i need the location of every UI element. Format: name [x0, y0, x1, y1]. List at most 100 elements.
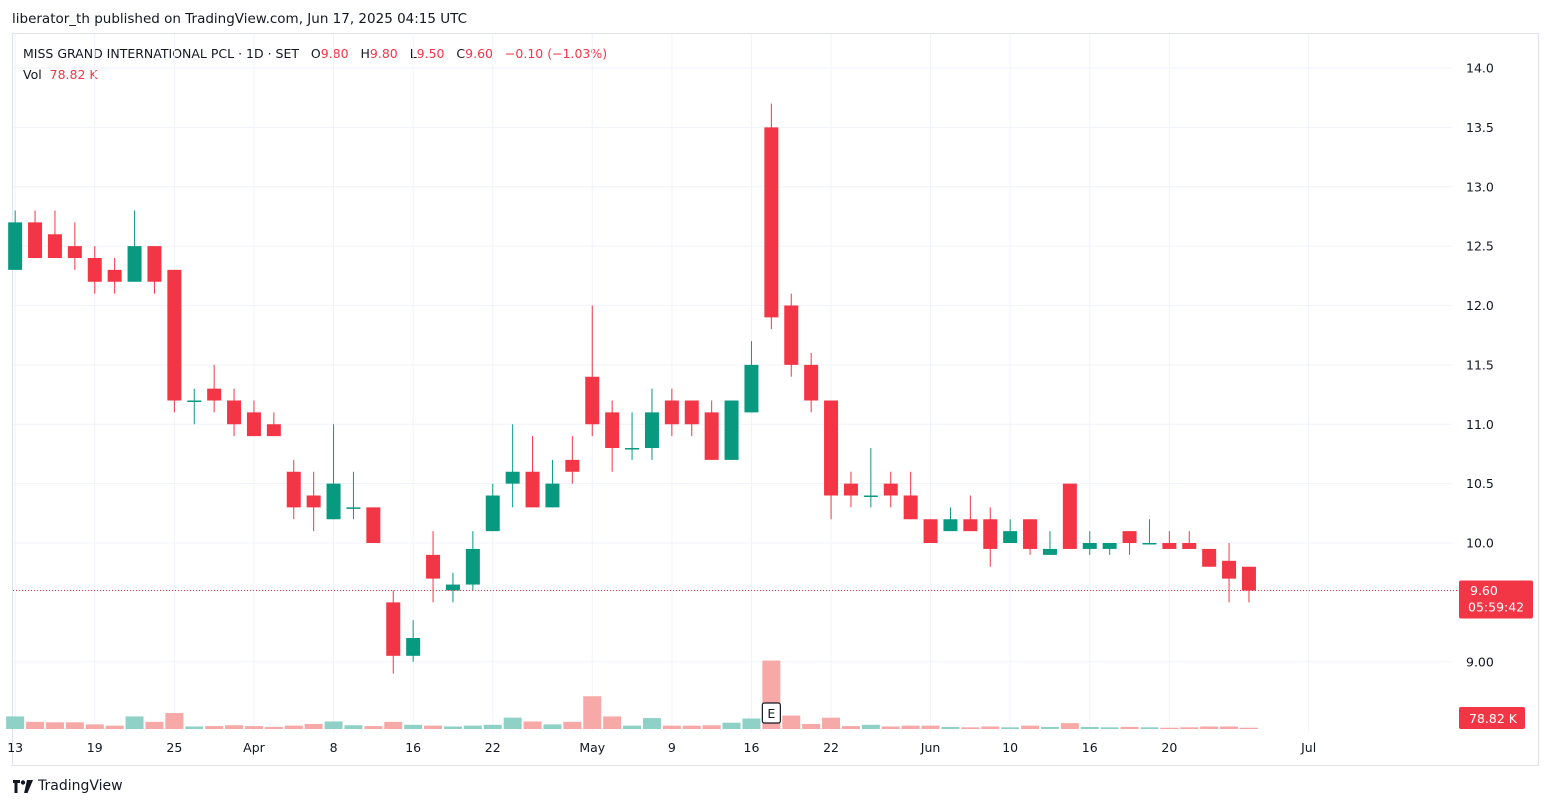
price-tick-label: 11.0 [1466, 417, 1494, 432]
price-tick-label: 14.0 [1466, 61, 1494, 76]
volume-bar [1140, 727, 1159, 729]
time-tick-label: 25 [166, 740, 182, 755]
volume-bar [981, 726, 1000, 729]
candle-body [406, 638, 421, 656]
bar-countdown: 05:59:42 [1468, 600, 1524, 615]
volume-bar [861, 724, 880, 729]
volume-bar [65, 722, 84, 729]
volume-bar [503, 717, 522, 729]
time-tick-label: 22 [485, 740, 501, 755]
volume-bar [384, 721, 403, 729]
price-tick-label: 9.00 [1466, 654, 1494, 669]
candle-body [804, 364, 819, 401]
grid [13, 34, 1452, 732]
last-price-value: 9.60 [1470, 583, 1498, 598]
volume-bar [205, 726, 224, 729]
time-tick-label: Jul [1300, 740, 1316, 755]
volume-bar [1160, 727, 1179, 729]
candle-body [107, 269, 122, 282]
candle-body [286, 471, 301, 508]
volume-tag-value: 78.82 K [1469, 711, 1518, 726]
volume-bar [682, 725, 701, 729]
price-tick-label: 12.5 [1466, 239, 1494, 254]
volume-value: 78.82 K [49, 67, 98, 82]
candle-body [187, 400, 202, 402]
volume-bar [85, 724, 104, 729]
candle-body [445, 584, 460, 591]
earnings-marker[interactable]: E [761, 702, 781, 724]
time-tick-label: Jun [920, 740, 941, 755]
volume-bar [742, 718, 761, 729]
candle-body [28, 222, 43, 258]
last-price-tag-bg [1459, 580, 1533, 619]
candle-body [784, 305, 799, 365]
earnings-marker-box[interactable] [761, 702, 781, 724]
price-tick-label: 12.0 [1466, 298, 1494, 313]
volume-bar [125, 716, 144, 729]
close-value: 9.60 [465, 46, 493, 61]
candle-body [764, 127, 779, 318]
volume-bar [802, 723, 821, 729]
volume-bar [404, 724, 423, 729]
high-value: 9.80 [369, 46, 398, 61]
volume-bar [45, 722, 64, 729]
candle-body [386, 602, 401, 656]
candle-body [724, 400, 739, 460]
candle-body [1122, 531, 1137, 543]
candle-body [1241, 566, 1256, 591]
volume-bar [662, 725, 681, 729]
volume-bar [1040, 726, 1059, 729]
candle-body [465, 548, 480, 585]
tradingview-logo[interactable]: TradingView [13, 778, 123, 794]
volume-bar [1080, 726, 1099, 729]
time-axis[interactable]: 13 19 25 Apr 8 16 22 May 9 16 22 Jun 10 16 20 Jul [7, 740, 1316, 755]
candle-body [47, 234, 62, 258]
volume-bar [881, 726, 900, 729]
change-value: −0.10 (−1.03%) [504, 46, 608, 61]
candle-body [684, 400, 699, 425]
symbol-legend: MISS GRAND INTERNATIONAL PCL · 1D · SET … [23, 46, 607, 61]
candle-body [824, 400, 839, 496]
candle-body [147, 246, 162, 282]
time-tick-label: 9 [668, 740, 676, 755]
volume-bar [642, 718, 661, 729]
volume-label: Vol [23, 67, 42, 82]
tradingview-brand: TradingView [38, 778, 123, 794]
volume-bar [483, 724, 502, 729]
price-axis[interactable]: 14.0 13.5 13.0 12.5 12.0 11.5 11.0 10.5 10.0 9.00 [1466, 61, 1494, 670]
volume-bar [563, 721, 582, 729]
volume-bar [841, 726, 860, 729]
volume-bar [1060, 723, 1079, 729]
price-tick-label: 13.0 [1466, 179, 1494, 194]
candle-body [8, 222, 23, 270]
candle-body [306, 495, 321, 508]
time-tick-label: 13 [7, 740, 23, 755]
time-tick-label: 8 [330, 740, 338, 755]
price-tick-label: 11.5 [1466, 357, 1494, 372]
candle-body [1062, 483, 1077, 549]
volume-bar [304, 723, 323, 729]
candle-body [983, 519, 998, 549]
open-label: O [310, 46, 321, 61]
candle-body [326, 483, 341, 520]
candle-body [87, 258, 102, 282]
candle-body [1003, 531, 1018, 543]
candle-body [1023, 519, 1038, 549]
low-value: 9.50 [416, 46, 445, 61]
time-tick-label: 16 [405, 740, 421, 755]
volume-bar [583, 696, 602, 729]
candle-body [1142, 543, 1157, 545]
candle-body [207, 388, 222, 401]
volume-bar [543, 724, 562, 729]
candle-body [1102, 543, 1117, 549]
time-tick-label: 10 [1002, 740, 1018, 755]
volume-tag-bg [1459, 707, 1525, 729]
volume-bar [244, 726, 263, 729]
candle-body [585, 376, 600, 425]
time-tick-label: 16 [744, 740, 760, 755]
candle-body [545, 483, 560, 508]
volume-bar [284, 725, 303, 729]
volume-bar [921, 725, 940, 729]
candle-body [1082, 543, 1097, 549]
